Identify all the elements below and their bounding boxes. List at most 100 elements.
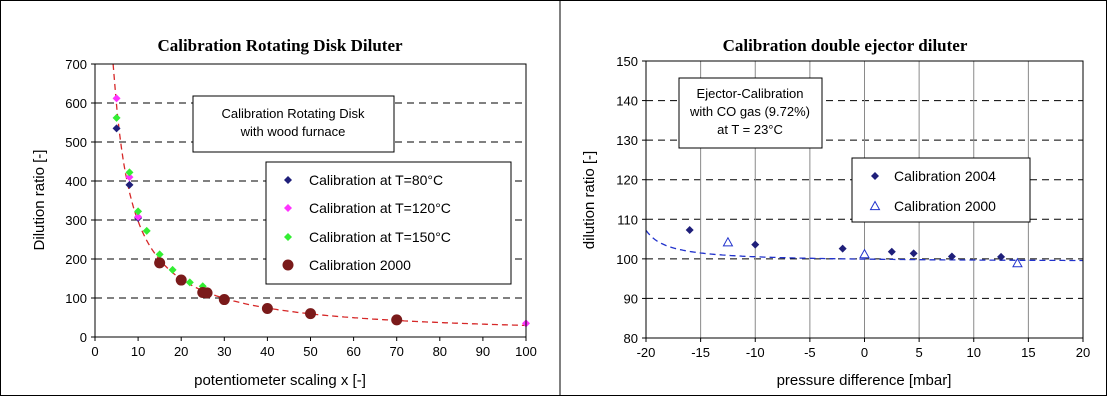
y-axis-label: dilution ratio [-] bbox=[581, 151, 598, 249]
y-tick-labels: 80 90 100 110 120 130 140 150 bbox=[616, 54, 646, 346]
data-marks bbox=[112, 94, 530, 328]
y-tick-label: 80 bbox=[624, 331, 638, 346]
legend: Calibration at T=80°C Calibration at T=1… bbox=[265, 161, 512, 285]
y-tick-label: 200 bbox=[65, 252, 87, 267]
data-point-3 bbox=[134, 207, 143, 216]
legend-entry-1: Calibration 2004 bbox=[894, 168, 996, 184]
x-tick-label: -5 bbox=[804, 345, 816, 360]
x-tick-label: 80 bbox=[433, 344, 447, 359]
data-point-3 bbox=[168, 265, 177, 274]
legend-marker-1 bbox=[284, 176, 292, 184]
x-tick-label: 20 bbox=[1076, 345, 1090, 360]
legend-entry-1: Calibration at T=80°C bbox=[309, 172, 443, 188]
data-point-4 bbox=[201, 287, 213, 299]
chart-rotating-disk: Calibration Rotating Disk Diluter 010020… bbox=[31, 36, 537, 389]
annotation-line-3: at T = 23°C bbox=[717, 122, 783, 137]
data-point-2 bbox=[125, 173, 134, 182]
x-tick-label: 30 bbox=[217, 344, 231, 359]
data-point-3 bbox=[142, 226, 151, 235]
annotation-box: Calibration Rotating Disk with wood furn… bbox=[192, 95, 395, 153]
legend-frame bbox=[851, 157, 1031, 223]
y-tick-label: 300 bbox=[65, 213, 87, 228]
data-point-1 bbox=[125, 180, 134, 189]
x-tick-label: 0 bbox=[91, 344, 98, 359]
x-tick-label: -15 bbox=[691, 345, 710, 360]
y-tick-label: 500 bbox=[65, 135, 87, 150]
x-tick-label: 100 bbox=[515, 344, 537, 359]
x-tick-label: 40 bbox=[260, 344, 274, 359]
data-point-4 bbox=[305, 308, 316, 320]
data-point-1 bbox=[838, 244, 847, 253]
legend-entry-2: Calibration at T=120°C bbox=[309, 200, 451, 216]
legend-marker-2 bbox=[869, 200, 881, 211]
x-tick-label: 15 bbox=[1021, 345, 1035, 360]
data-point-4 bbox=[175, 274, 187, 286]
x-tick-labels: -20 -15 -10 -5 0 5 10 15 20 bbox=[637, 338, 1090, 360]
legend-frame bbox=[265, 161, 512, 285]
chart-title: Calibration Rotating Disk Diluter bbox=[157, 36, 403, 55]
data-point-4 bbox=[154, 257, 166, 269]
chart-title: Calibration double ejector diluter bbox=[723, 36, 968, 55]
x-axis-label: pressure difference [mbar] bbox=[777, 372, 952, 389]
x-tick-label: -20 bbox=[637, 345, 656, 360]
legend-marker-2 bbox=[284, 204, 292, 212]
data-point-2 bbox=[722, 236, 734, 247]
y-tick-label: 100 bbox=[65, 291, 87, 306]
data-point-1 bbox=[997, 252, 1006, 261]
x-tick-label: 5 bbox=[916, 345, 923, 360]
data-point-3 bbox=[112, 113, 121, 122]
data-point-2 bbox=[1012, 257, 1023, 268]
fit-curve-path bbox=[645, 229, 1083, 262]
data-point-2 bbox=[859, 248, 870, 259]
legend-entry-4: Calibration 2000 bbox=[309, 257, 411, 273]
data-point-1 bbox=[909, 249, 918, 258]
data-point-2 bbox=[112, 94, 121, 103]
x-tick-label: 90 bbox=[476, 344, 490, 359]
y-axis-label: Dilution ratio [-] bbox=[31, 150, 48, 251]
annotation-line-2: with CO gas (9.72%) bbox=[689, 104, 810, 119]
x-tick-label: 10 bbox=[131, 344, 145, 359]
y-tick-label: 400 bbox=[65, 174, 87, 189]
data-point-1 bbox=[887, 247, 896, 256]
y-tick-label: 0 bbox=[80, 330, 87, 345]
annotation-box: Ejector-Calibration with CO gas (9.72%) … bbox=[678, 77, 823, 149]
annotation-line-2: with wood furnace bbox=[240, 124, 346, 139]
data-marks bbox=[685, 225, 1023, 268]
y-tick-label: 150 bbox=[616, 54, 638, 69]
annotation-frame bbox=[192, 95, 395, 153]
x-axis-label: potentiometer scaling x [-] bbox=[194, 372, 366, 389]
y-tick-label: 100 bbox=[616, 252, 638, 267]
data-point-4 bbox=[261, 303, 273, 315]
x-tick-label: 0 bbox=[861, 345, 868, 360]
y-tick-label: 700 bbox=[65, 57, 87, 72]
data-point-1 bbox=[112, 124, 121, 133]
data-point-3 bbox=[185, 278, 194, 287]
y-tick-label: 110 bbox=[617, 212, 638, 227]
x-tick-label: -10 bbox=[746, 345, 765, 360]
data-point-1 bbox=[751, 240, 760, 249]
y-tick-label: 90 bbox=[624, 291, 638, 306]
x-tick-labels: 0 10 20 30 40 50 60 70 80 90 100 bbox=[91, 337, 537, 359]
y-tick-label: 140 bbox=[616, 94, 638, 109]
y-tick-label: 600 bbox=[65, 96, 87, 111]
legend-entry-3: Calibration at T=150°C bbox=[309, 229, 451, 245]
legend-entry-2: Calibration 2000 bbox=[894, 198, 996, 214]
legend-marker-3 bbox=[284, 233, 292, 241]
chart-ejector-diluter: Calibration double ejector diluter 80 90 1… bbox=[581, 36, 1090, 389]
legend: Calibration 2004 Calibration 2000 bbox=[851, 157, 1031, 223]
data-point-1 bbox=[947, 252, 956, 261]
data-point-4 bbox=[391, 314, 403, 326]
legend-marker-1 bbox=[871, 172, 879, 180]
annotation-line-1: Ejector-Calibration bbox=[697, 86, 804, 101]
x-tick-label: 10 bbox=[967, 345, 981, 360]
legend-marker-4 bbox=[282, 259, 294, 271]
x-tick-label: 60 bbox=[346, 344, 360, 359]
x-tick-label: 70 bbox=[389, 344, 403, 359]
fit-curve bbox=[645, 229, 1083, 262]
y-tick-labels: 0 100 200 300 400 500 600 700 bbox=[65, 57, 95, 345]
data-point-1 bbox=[685, 225, 694, 234]
data-point-3 bbox=[125, 168, 134, 177]
x-tick-label: 50 bbox=[303, 344, 317, 359]
